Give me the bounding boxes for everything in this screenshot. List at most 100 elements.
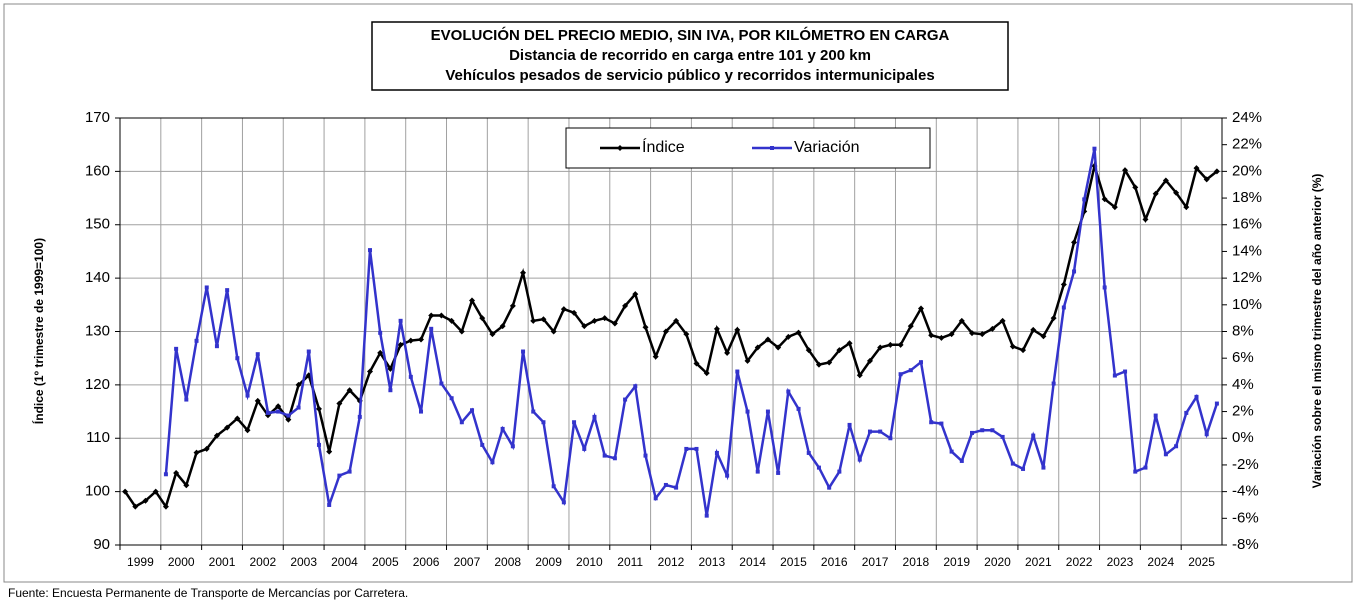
point: [183, 482, 190, 489]
point: [550, 328, 557, 335]
point: [1061, 305, 1066, 310]
x-tick-label: 2011: [617, 555, 643, 569]
point: [152, 488, 159, 495]
point: [704, 513, 709, 518]
point: [999, 317, 1006, 324]
point: [662, 328, 669, 335]
point: [918, 360, 923, 365]
x-tick-label: 2007: [454, 555, 481, 569]
point: [581, 323, 588, 330]
point: [633, 384, 638, 389]
point: [949, 449, 954, 454]
point: [204, 285, 209, 290]
point: [755, 469, 760, 474]
point: [786, 389, 791, 394]
point: [1163, 452, 1168, 457]
x-tick-label: 2012: [658, 555, 685, 569]
x-tick-label: 2018: [903, 555, 930, 569]
point: [315, 405, 322, 412]
point: [1031, 433, 1036, 438]
point: [296, 405, 301, 410]
point: [234, 415, 241, 422]
point: [509, 302, 516, 309]
point: [142, 497, 149, 504]
x-tick-label: 2014: [739, 555, 766, 569]
point: [490, 460, 495, 465]
y2-axis-label: Variación sobre el mismo trimestre del a…: [1310, 174, 1324, 489]
point: [663, 482, 668, 487]
x-tick-label: 2020: [984, 555, 1011, 569]
point: [203, 445, 210, 452]
point: [357, 414, 362, 419]
point: [1000, 434, 1005, 439]
point: [601, 315, 608, 322]
point: [877, 344, 884, 351]
point: [623, 397, 628, 402]
x-tick-label: 2024: [1147, 555, 1174, 569]
point: [560, 306, 567, 313]
point: [970, 430, 975, 435]
y2-tick-label: 8%: [1232, 322, 1254, 339]
point: [754, 344, 761, 351]
point: [572, 420, 577, 425]
point: [275, 403, 282, 410]
point: [326, 448, 333, 455]
point: [806, 450, 811, 455]
point: [1184, 410, 1189, 415]
point: [419, 409, 424, 414]
point: [1204, 432, 1209, 437]
legend-marker: [770, 146, 774, 150]
point: [1111, 204, 1118, 211]
y-tick-label: 140: [85, 269, 110, 286]
point: [408, 374, 413, 379]
x-tick-label: 2025: [1188, 555, 1215, 569]
series-line: [124, 161, 1218, 510]
point: [429, 326, 434, 331]
x-tick-label: 2000: [168, 555, 195, 569]
x-tick-label: 2010: [576, 555, 603, 569]
point: [827, 485, 832, 490]
point: [990, 428, 995, 433]
point: [1132, 184, 1139, 191]
point: [775, 344, 782, 351]
point: [674, 485, 679, 490]
point: [867, 429, 872, 434]
point: [377, 349, 384, 356]
point: [888, 436, 893, 441]
point: [735, 369, 740, 374]
point: [684, 446, 689, 451]
y2-tick-label: -2%: [1232, 456, 1259, 473]
point: [306, 349, 311, 354]
point: [898, 372, 903, 377]
x-tick-label: 2019: [943, 555, 970, 569]
point: [254, 397, 261, 404]
point: [837, 469, 842, 474]
point: [224, 424, 231, 431]
point: [407, 337, 414, 344]
point: [642, 324, 649, 331]
legend-label: Índice: [642, 137, 685, 156]
point: [795, 329, 802, 336]
point: [980, 428, 985, 433]
x-tick-label: 2005: [372, 555, 399, 569]
point: [458, 328, 465, 335]
x-tick-label: 2008: [494, 555, 521, 569]
point: [327, 502, 332, 507]
chart-subtitle: Vehículos pesados de servicio público y …: [445, 67, 934, 84]
point: [347, 469, 352, 474]
x-tick-label: 2003: [290, 555, 317, 569]
point: [1183, 204, 1190, 211]
point: [337, 473, 342, 478]
point: [459, 420, 464, 425]
y2-tick-label: 14%: [1232, 242, 1262, 259]
point: [734, 326, 741, 333]
y2-tick-label: 2%: [1232, 403, 1254, 420]
point: [1102, 285, 1107, 290]
point: [1072, 269, 1077, 274]
point: [1071, 239, 1078, 246]
point: [1193, 165, 1200, 172]
point: [184, 397, 189, 402]
point: [378, 330, 383, 335]
y-tick-label: 100: [85, 483, 110, 500]
